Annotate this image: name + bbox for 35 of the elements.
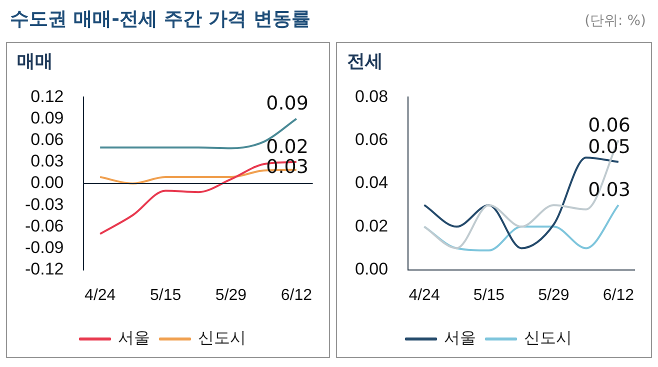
y-tick-label: 0.04 (354, 173, 388, 192)
y-tick-label: 0.09 (30, 108, 64, 128)
y-tick-label: -0.09 (25, 238, 64, 257)
y-tick-label: -0.12 (25, 259, 64, 278)
y-tick-label: 0.08 (354, 86, 388, 106)
x-tick-label: 5/29 (538, 286, 570, 304)
legend-label: 서울 (444, 328, 476, 348)
y-tick-label: 0.00 (30, 173, 64, 192)
x-tick-label: 5/15 (473, 286, 505, 304)
chart-title: (단위: %) (584, 12, 646, 30)
chart-subtitle: 매매 (17, 50, 53, 73)
x-tick-label: 6/12 (280, 286, 312, 304)
y-tick-label: -0.06 (25, 216, 64, 236)
y-tick-label: 0.06 (354, 130, 388, 150)
annotation: 0.03 (588, 179, 630, 202)
y-tick-label: -0.03 (25, 194, 64, 214)
x-tick-label: 4/24 (408, 286, 440, 304)
y-tick-label: 0.02 (354, 216, 388, 236)
legend-label: 신도시 (524, 328, 572, 348)
chart-subtitle: 전세 (347, 50, 383, 73)
x-tick-label: 5/29 (215, 286, 247, 304)
y-tick-label: 0.00 (354, 259, 388, 278)
x-tick-label: 5/15 (150, 286, 182, 304)
chart-title: 수도권 매매-전세 주간 가격 변동률 (10, 7, 310, 32)
x-tick-label: 6/12 (602, 286, 634, 304)
annotation: 0.06 (588, 114, 630, 136)
annotation: 0.02 (266, 136, 308, 158)
y-tick-label: 0.06 (30, 130, 64, 150)
legend-label: 신도시 (198, 328, 246, 348)
annotation: 0.05 (588, 136, 630, 158)
annotation: 0.09 (266, 92, 308, 115)
y-tick-label: 0.03 (30, 152, 64, 171)
y-tick-label: 0.12 (30, 86, 64, 106)
legend-label: 서울 (118, 328, 150, 348)
x-tick-label: 4/24 (84, 286, 116, 304)
